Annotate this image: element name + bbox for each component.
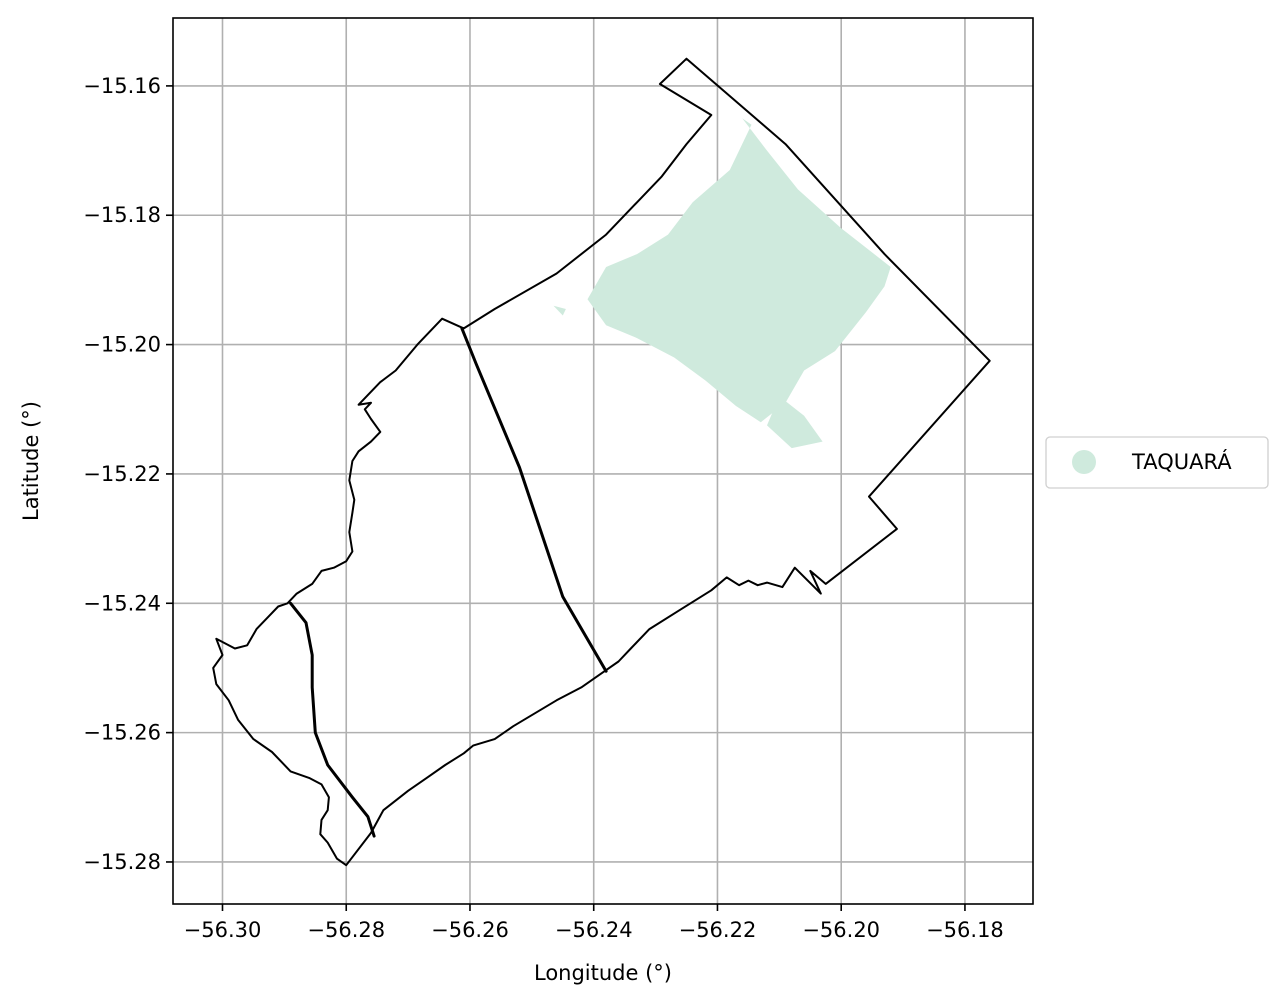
- legend: TAQUARÁ: [1045, 436, 1269, 489]
- internal-boundary-line: [460, 326, 608, 673]
- taquara-fill-layer: [553, 118, 891, 449]
- legend-label-taquara: TAQUARÁ: [1131, 449, 1232, 474]
- y-tick-label: −15.26: [83, 721, 161, 745]
- y-tick-label: −15.18: [83, 203, 161, 227]
- x-axis-label: Longitude (°): [534, 961, 672, 985]
- x-axis-ticks: −56.30 −56.28 −56.26 −56.24 −56.22 −56.20 −56.…: [184, 904, 1004, 942]
- x-tick-label: −56.22: [679, 918, 757, 942]
- plot-frame: [172, 17, 1034, 905]
- y-tick-label: −15.20: [83, 333, 161, 357]
- x-tick-label: −56.18: [926, 918, 1004, 942]
- y-tick-label: −15.16: [83, 74, 161, 98]
- y-tick-label: −15.24: [83, 591, 161, 615]
- x-tick-label: −56.24: [555, 918, 633, 942]
- y-axis-ticks: −15.16 −15.18 −15.20 −15.22 −15.24 −15.26 −15.…: [83, 74, 173, 874]
- y-tick-label: −15.22: [83, 462, 161, 486]
- taquara-polygon: [767, 396, 823, 449]
- taquara-polygon: [587, 118, 891, 423]
- legend-frame: [1045, 436, 1269, 489]
- taquara-polygon: [553, 305, 566, 316]
- y-axis-label: Latitude (°): [19, 401, 43, 521]
- x-tick-label: −56.20: [802, 918, 880, 942]
- x-tick-label: −56.26: [431, 918, 509, 942]
- x-tick-label: −56.30: [184, 918, 262, 942]
- boundary-layer: [212, 57, 991, 867]
- outer-boundary: [212, 57, 991, 867]
- x-tick-label: −56.28: [307, 918, 385, 942]
- y-tick-label: −15.28: [83, 850, 161, 874]
- legend-marker-taquara: [1072, 450, 1096, 474]
- internal-boundary-line: [289, 601, 376, 838]
- grid-layer: [173, 18, 1033, 904]
